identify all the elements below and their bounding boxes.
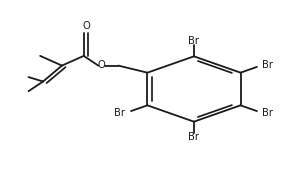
Text: O: O (82, 21, 90, 31)
Text: Br: Br (188, 36, 199, 46)
Text: O: O (98, 60, 106, 70)
Text: Br: Br (188, 132, 199, 142)
Text: Br: Br (114, 108, 126, 118)
Text: Br: Br (263, 60, 273, 70)
Text: Br: Br (263, 108, 273, 118)
